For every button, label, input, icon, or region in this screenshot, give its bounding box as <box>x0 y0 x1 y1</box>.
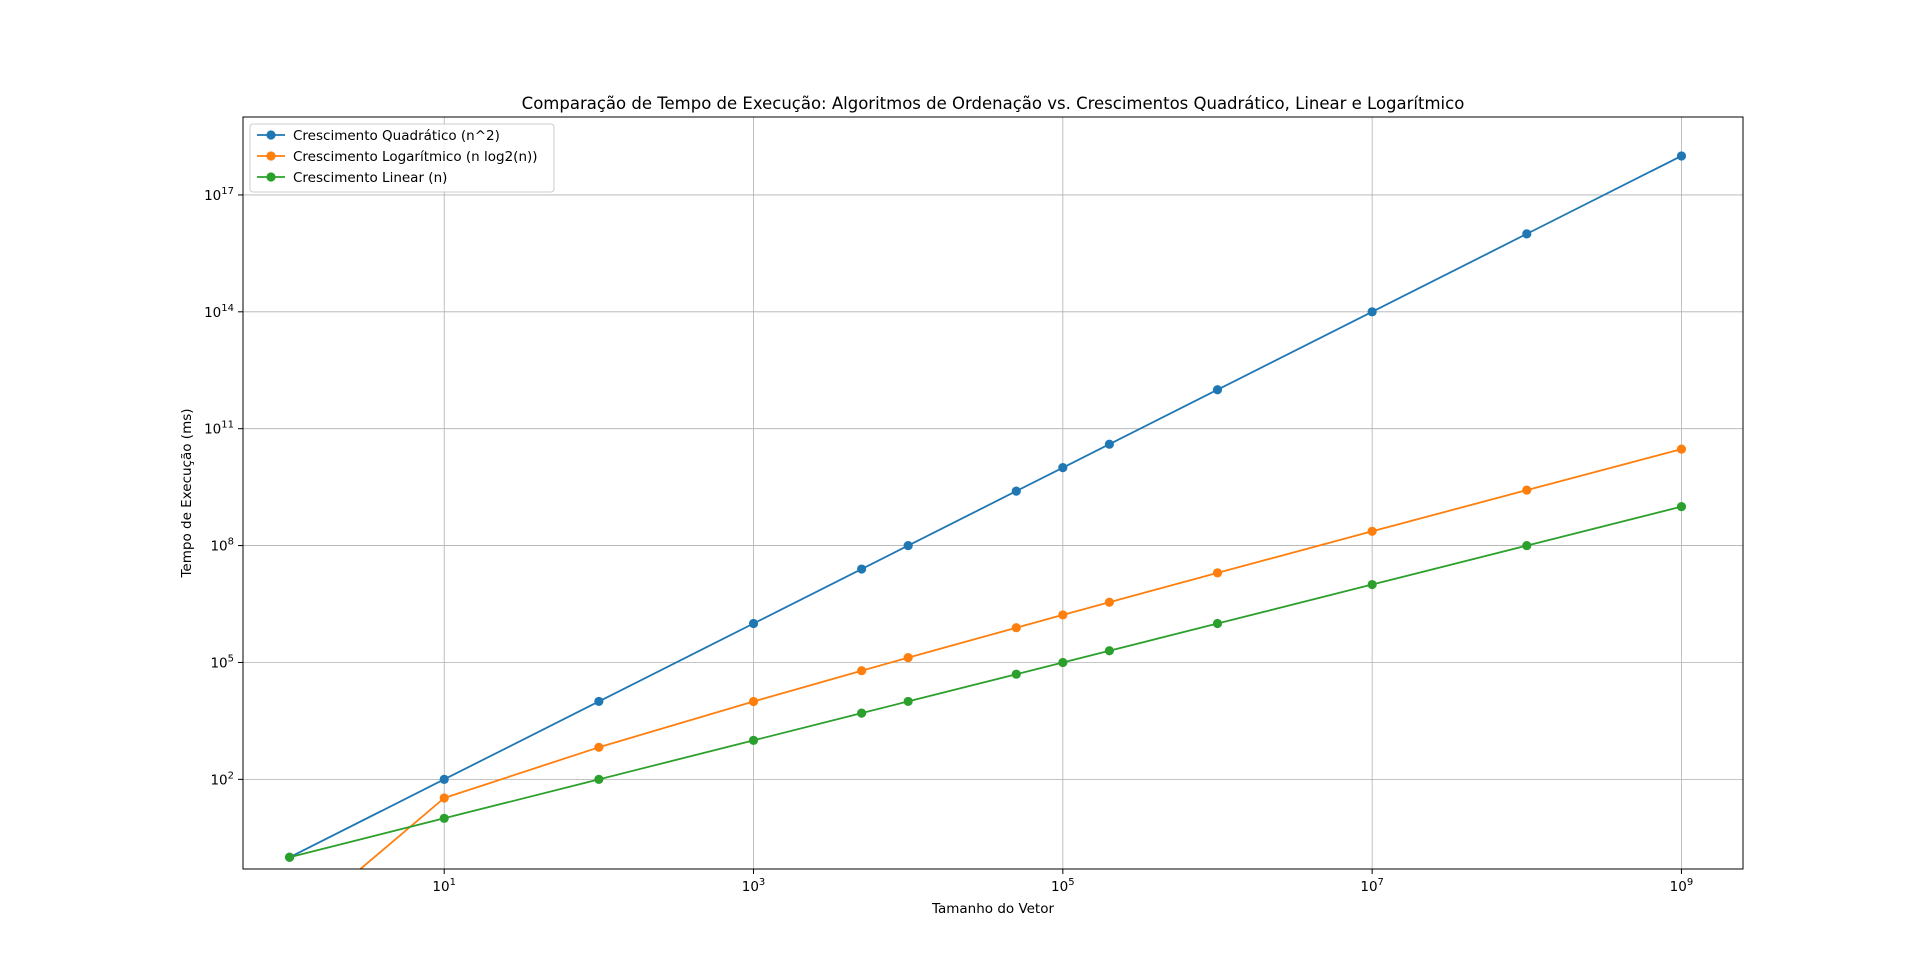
legend-label: Crescimento Linear (n) <box>293 170 447 186</box>
data-point <box>1522 485 1532 495</box>
data-point <box>1212 618 1223 629</box>
data-point <box>1011 623 1021 633</box>
x-tick-label: 105 <box>1051 877 1075 895</box>
legend-label: Crescimento Logarítmico (n log2(n)) <box>293 149 538 165</box>
y-tick-label: 1014 <box>204 303 234 321</box>
series-line <box>289 505 1682 859</box>
legend-swatch-marker <box>266 172 276 182</box>
data-point <box>903 540 913 551</box>
y-tick-label: 102 <box>210 770 234 788</box>
data-point <box>1212 568 1223 578</box>
data-point <box>857 564 867 574</box>
axis-ticks: 101 103 105 107 109 102 105 108 1011 1014 1017 <box>204 186 1693 895</box>
legend: Crescimento Quadrático (n^2) Crescimento … <box>249 123 555 193</box>
data-point <box>1212 385 1223 395</box>
data-point <box>1058 610 1068 620</box>
data-point <box>1367 579 1377 590</box>
data-point <box>594 742 604 752</box>
legend-label: Crescimento Quadrático (n^2) <box>293 128 500 144</box>
data-point <box>439 793 449 803</box>
legend-swatch-marker <box>266 130 276 140</box>
data-point <box>1676 444 1687 454</box>
data-point <box>439 774 449 784</box>
data-point <box>1058 463 1068 473</box>
series-group <box>284 151 1687 869</box>
data-point <box>748 696 759 707</box>
x-tick-label: 103 <box>742 877 766 895</box>
data-point <box>903 696 913 707</box>
data-point <box>284 852 295 862</box>
plot-area-frame <box>242 116 1744 870</box>
data-point <box>857 708 867 718</box>
data-point <box>1367 307 1377 317</box>
series-0 <box>284 151 1687 862</box>
x-tick-label: 109 <box>1670 877 1694 895</box>
series-line <box>358 448 1682 869</box>
data-point <box>1676 502 1687 512</box>
data-point <box>903 653 913 663</box>
data-point <box>1011 486 1021 496</box>
data-point <box>1104 439 1114 449</box>
y-tick-label: 108 <box>210 537 234 555</box>
data-point <box>1011 669 1021 679</box>
chart-title: Comparação de Tempo de Execução: Algorit… <box>522 94 1465 113</box>
data-point <box>748 735 759 745</box>
x-axis-label: Tamanho do Vetor <box>931 901 1055 917</box>
y-axis-label: Tempo de Execução (ms) <box>179 408 195 578</box>
x-tick-label: 107 <box>1360 877 1384 895</box>
data-point <box>1367 526 1377 536</box>
grid-lines <box>243 117 1743 869</box>
series-2 <box>284 502 1687 862</box>
data-point <box>1058 657 1068 668</box>
data-point <box>1104 646 1114 656</box>
series-line <box>289 155 1682 859</box>
data-point <box>594 774 604 784</box>
data-point <box>1522 540 1532 551</box>
data-point <box>439 813 449 823</box>
data-point <box>857 666 867 676</box>
y-tick-label: 105 <box>210 653 234 671</box>
legend-swatch-marker <box>266 151 276 161</box>
data-point <box>748 618 759 629</box>
x-tick-label: 101 <box>432 877 456 895</box>
y-tick-label: 1017 <box>204 186 234 204</box>
data-point <box>1676 151 1687 161</box>
y-tick-label: 1011 <box>204 420 234 438</box>
legend-box <box>249 123 555 193</box>
data-point <box>1104 597 1114 607</box>
series-1 <box>358 444 1687 869</box>
data-point <box>594 696 604 707</box>
data-point <box>1522 229 1532 239</box>
